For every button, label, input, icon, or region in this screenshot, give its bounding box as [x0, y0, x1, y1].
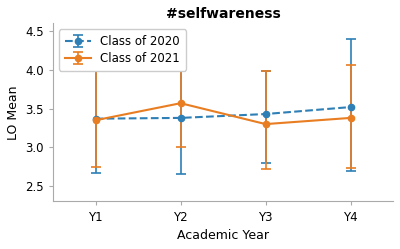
- Y-axis label: LO Mean: LO Mean: [7, 85, 20, 140]
- Legend: Class of 2020, Class of 2021: Class of 2020, Class of 2021: [59, 29, 186, 71]
- X-axis label: Academic Year: Academic Year: [177, 229, 269, 242]
- Title: #selfwareness: #selfwareness: [166, 7, 280, 21]
